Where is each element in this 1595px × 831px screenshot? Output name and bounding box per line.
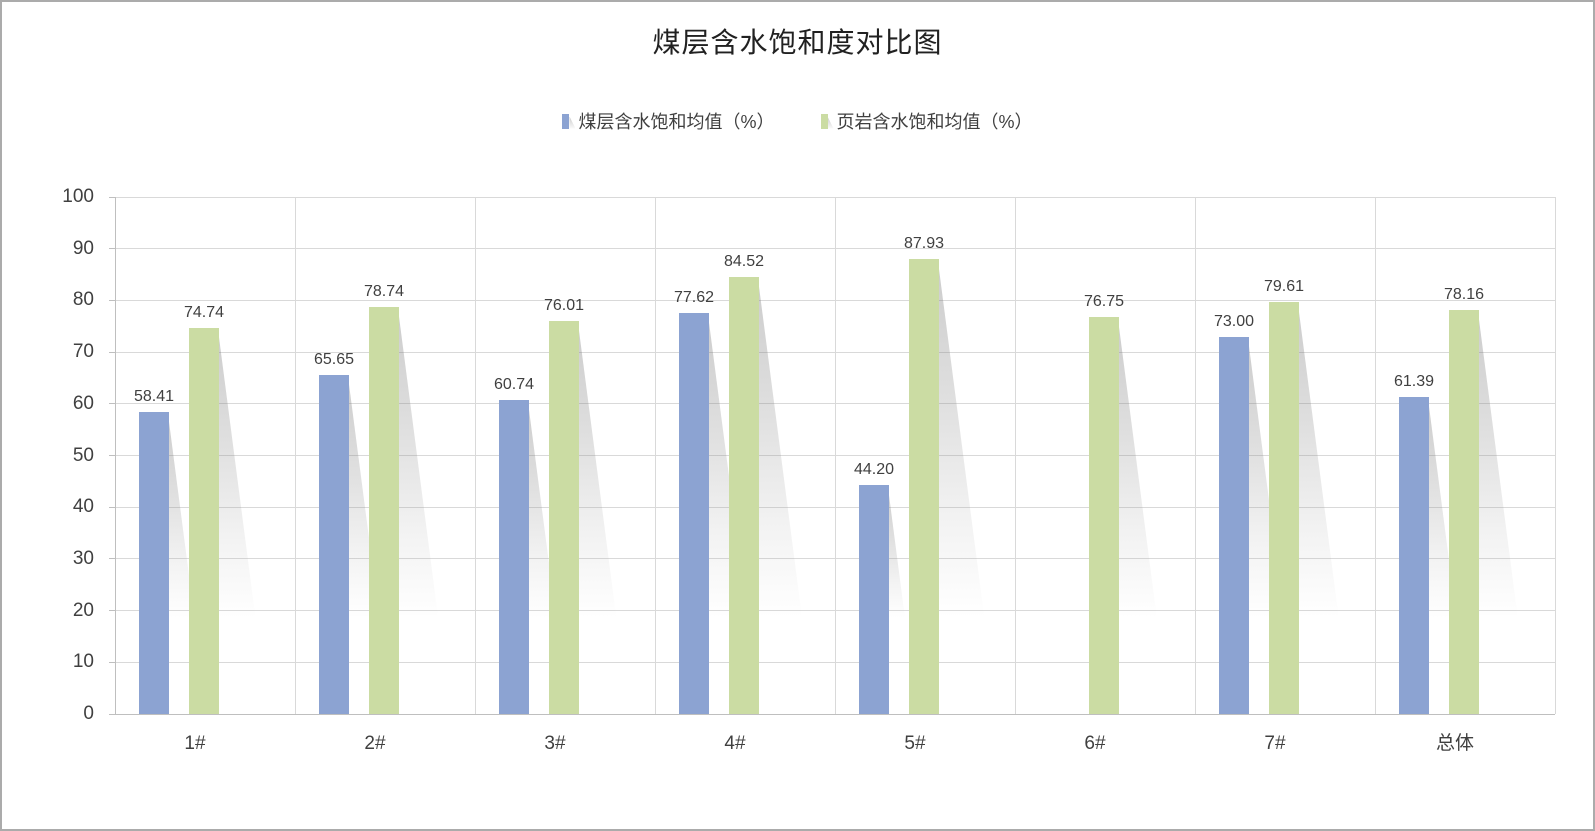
bar-coal-2# [319, 374, 349, 714]
gridline-vertical [654, 197, 656, 714]
bar-shadow [398, 308, 439, 618]
bar-value-label: 58.41 [133, 388, 175, 406]
gridline-vertical [1194, 197, 1196, 714]
bar-shadow [1478, 311, 1518, 618]
legend-item-coal: 煤层含水饱和均值（%） [562, 108, 775, 134]
y-axis-label: 40 [72, 496, 94, 518]
x-axis-label: 4# [724, 733, 746, 754]
bar-value-label: 84.52 [723, 253, 765, 271]
x-axis-label: 总体 [1435, 733, 1474, 754]
bar-coal-总体 [1399, 396, 1429, 714]
bar-coal-1# [139, 412, 169, 714]
y-axis-label: 100 [62, 186, 94, 207]
bar-value-label: 78.16 [1443, 285, 1485, 303]
bar-shale-总体 [1449, 309, 1479, 714]
bar-shale-5# [909, 259, 939, 714]
bar-shale-4# [729, 277, 759, 714]
y-axis-tick [109, 661, 115, 663]
y-axis-label: 50 [72, 444, 94, 466]
x-axis-label: 2# [364, 733, 386, 754]
gridline-vertical [1014, 197, 1016, 714]
x-axis-label: 5# [904, 733, 926, 754]
y-axis-label: 10 [72, 651, 94, 673]
bar-coal-4# [679, 312, 709, 714]
bar-shale-3# [549, 321, 579, 714]
y-axis-tick [109, 299, 115, 301]
legend-swatch-icon [820, 113, 828, 129]
legend-label: 页岩含水饱和均值（%） [836, 112, 1033, 132]
bar-shadow [938, 261, 985, 618]
legend-label: 煤层含水饱和均值（%） [578, 112, 775, 132]
bar-shadow [578, 323, 617, 618]
y-axis-label: 0 [83, 703, 94, 724]
x-axis-label: 7# [1264, 733, 1286, 754]
gridline-vertical [834, 197, 836, 714]
bar-value-label: 87.93 [903, 235, 945, 253]
y-axis-label: 80 [72, 289, 94, 311]
gridline-vertical [1374, 197, 1376, 714]
x-axis-line [115, 713, 1555, 715]
chart-legend: 煤层含水饱和均值（%） 页岩含水饱和均值（%） [2, 108, 1593, 134]
bar-value-label: 77.62 [673, 288, 715, 306]
y-axis-tick [109, 455, 115, 456]
bar-coal-5# [859, 485, 889, 714]
chart-title: 煤层含水饱和度对比图 [652, 27, 943, 58]
y-axis-label: 70 [72, 341, 94, 363]
y-axis-label: 60 [72, 392, 94, 414]
bar-shale-7# [1269, 302, 1299, 714]
gridline-vertical [294, 197, 296, 714]
bar-value-label: 74.74 [183, 303, 225, 321]
x-axis-label: 1# [184, 733, 206, 754]
bar-value-label: 76.01 [543, 297, 585, 315]
bar-value-label: 79.61 [1263, 278, 1305, 296]
gridline-vertical [1554, 197, 1556, 714]
y-axis-tick [109, 558, 115, 560]
y-axis-tick [109, 713, 115, 715]
y-axis-tick [109, 248, 115, 250]
y-axis-tick [109, 506, 115, 508]
bar-shadow [218, 329, 256, 618]
y-axis-label: 30 [72, 547, 94, 569]
legend-swatch-icon [562, 113, 570, 129]
bar-value-label: 78.74 [363, 282, 405, 300]
x-axis-label: 3# [544, 733, 566, 754]
bar-value-label: 44.20 [853, 461, 895, 479]
bar-shadow [1118, 319, 1157, 618]
y-axis-label: 90 [72, 237, 94, 259]
y-axis-tick [109, 610, 115, 612]
bar-shale-1# [189, 327, 219, 714]
y-axis-tick [109, 351, 115, 353]
bar-shadow [758, 279, 803, 618]
bar-value-label: 60.74 [493, 375, 535, 393]
bar-value-label: 73.00 [1213, 312, 1255, 330]
y-axis-tick [109, 196, 115, 198]
y-axis-label: 20 [72, 599, 94, 621]
bar-value-label: 61.39 [1393, 372, 1435, 390]
x-axis-label: 6# [1084, 733, 1106, 754]
bar-value-label: 65.65 [313, 350, 355, 368]
bar-shale-2# [369, 306, 399, 714]
bar-coal-3# [499, 399, 529, 714]
gridline-vertical [474, 197, 476, 714]
y-axis-line [114, 197, 116, 714]
legend-item-shale: 页岩含水饱和均值（%） [820, 108, 1033, 134]
y-axis-tick [109, 403, 115, 405]
bar-shale-6# [1089, 317, 1119, 714]
bar-value-label: 76.75 [1083, 293, 1125, 311]
bar-coal-7# [1219, 336, 1249, 714]
